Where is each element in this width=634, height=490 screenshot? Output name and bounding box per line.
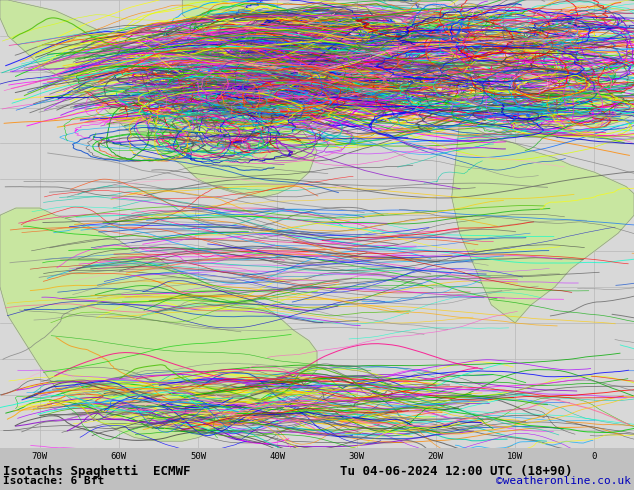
Polygon shape bbox=[183, 0, 309, 47]
Text: 40W: 40W bbox=[269, 452, 285, 461]
Text: ©weatheronline.co.uk: ©weatheronline.co.uk bbox=[496, 476, 631, 486]
Polygon shape bbox=[531, 43, 578, 72]
Text: 20W: 20W bbox=[428, 452, 444, 461]
Text: 10W: 10W bbox=[507, 452, 523, 461]
Text: Isotachs Spaghetti  ECMWF: Isotachs Spaghetti ECMWF bbox=[3, 465, 190, 478]
Text: 70W: 70W bbox=[32, 452, 48, 461]
Polygon shape bbox=[523, 93, 618, 122]
Text: Isotache: 6 Bft: Isotache: 6 Bft bbox=[3, 476, 104, 486]
Text: 0: 0 bbox=[592, 452, 597, 461]
Text: Tu 04-06-2024 12:00 UTC (18+90): Tu 04-06-2024 12:00 UTC (18+90) bbox=[340, 465, 573, 478]
Polygon shape bbox=[476, 29, 634, 129]
Polygon shape bbox=[0, 208, 317, 441]
Polygon shape bbox=[0, 0, 317, 197]
Text: 60W: 60W bbox=[111, 452, 127, 461]
Polygon shape bbox=[451, 122, 634, 323]
Text: 30W: 30W bbox=[349, 452, 365, 461]
Text: 50W: 50W bbox=[190, 452, 206, 461]
Polygon shape bbox=[404, 14, 491, 29]
